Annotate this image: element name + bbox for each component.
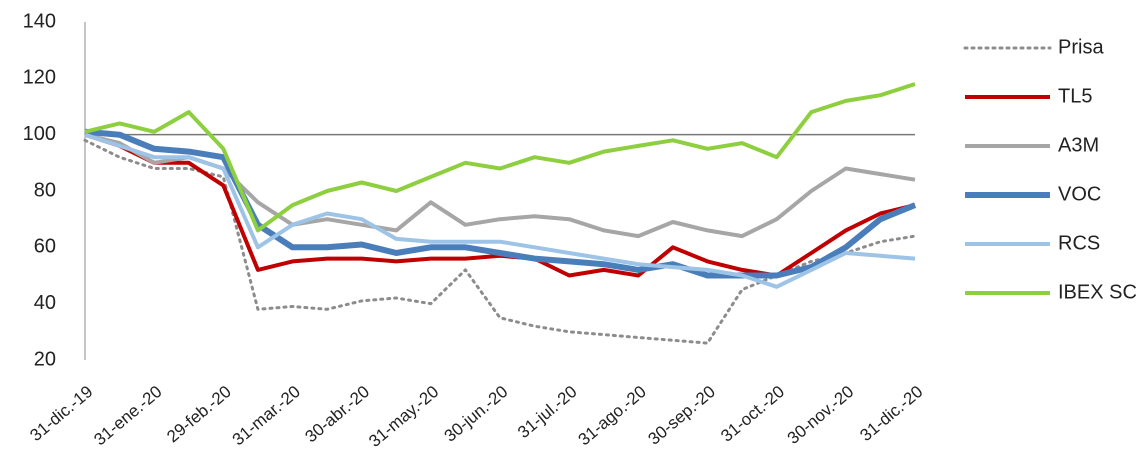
- x-tick-label: 31-jul.-20: [514, 382, 581, 442]
- series-line: [84, 132, 916, 239]
- x-tick-label: 30-nov.-20: [784, 382, 858, 448]
- x-tick-label: 31-oct.-20: [717, 382, 788, 446]
- x-tick-label: 31-dic.-20: [856, 382, 926, 445]
- legend-label: TL5: [1058, 85, 1092, 107]
- x-tick-label: 30-sep.-20: [644, 382, 718, 449]
- y-tick-label: 140: [23, 10, 56, 32]
- x-tick-label: 31-ene.-20: [90, 382, 165, 449]
- x-tick-label: 31-mar.-20: [229, 382, 304, 449]
- legend-label: IBEX SC: [1058, 281, 1137, 303]
- x-tick-label: 31-dic.-19: [26, 382, 96, 445]
- x-tick-label: 29-feb.-20: [163, 382, 235, 446]
- y-tick-label: 100: [23, 123, 56, 145]
- series-line: [84, 82, 916, 233]
- y-tick-label: 80: [34, 179, 56, 201]
- x-tick-label: 30-jun.-20: [441, 382, 512, 446]
- x-tick-label: 31-ago.-20: [575, 382, 650, 449]
- x-tick-label: 30-abr.-20: [302, 382, 374, 446]
- y-tick-label: 40: [34, 292, 56, 314]
- legend-label: RCS: [1058, 232, 1100, 254]
- series-line: [84, 132, 916, 289]
- y-tick-label: 60: [34, 236, 56, 258]
- legend-label: A3M: [1058, 134, 1099, 156]
- y-tick-label: 20: [34, 348, 56, 370]
- x-tick-label: 31-may.-20: [365, 382, 442, 451]
- legend-label: VOC: [1058, 183, 1101, 205]
- y-tick-label: 120: [23, 67, 56, 89]
- legend-label: Prisa: [1058, 36, 1104, 58]
- series-line: [84, 128, 917, 279]
